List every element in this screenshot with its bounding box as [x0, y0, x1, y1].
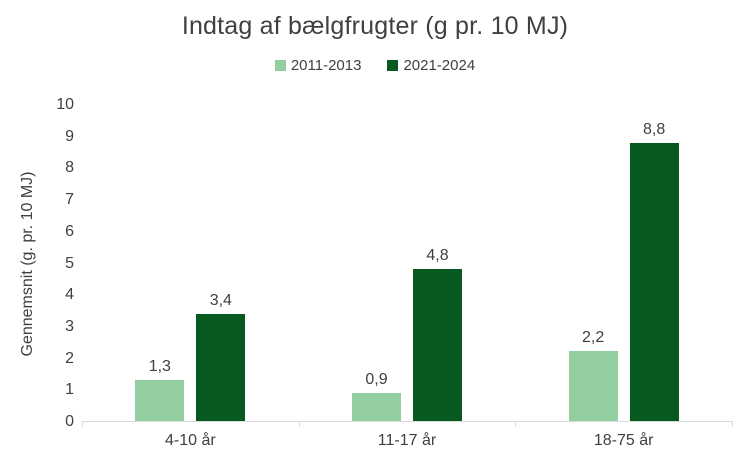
- y-tick-label-6: 6: [65, 222, 74, 240]
- legend-swatch-icon: [274, 60, 286, 71]
- y-tick-label-10: 10: [56, 96, 74, 113]
- plot-area: 1,3 3,4 0,9 4,8 2,2 8,8: [82, 105, 733, 427]
- y-axis-tick-labels: 0 1 2 3 4 5 6 7 8 9 10: [0, 96, 74, 430]
- data-label-2011-2013-18-75 år: 2,2: [582, 329, 605, 347]
- legend-swatch-icon: [387, 60, 399, 71]
- bar-column: 2,2: [568, 105, 618, 421]
- y-tick-label-4: 4: [65, 286, 74, 304]
- legend-label: 2011-2013: [290, 57, 362, 74]
- y-tick-label-0: 0: [65, 413, 74, 430]
- bar-2021-2024-11-17 år: [412, 269, 462, 421]
- x-axis-category-labels: 4-10 år 11-17 år 18-75 år: [82, 432, 732, 450]
- legend-label: 2021-2024: [403, 57, 476, 74]
- x-category-label-11-17 år: 11-17 år: [377, 432, 437, 449]
- bar-2011-2013-18-75 år: [568, 351, 618, 421]
- bar-column: 0,9: [351, 105, 401, 421]
- bar-group-18-75 år: 2,2 8,8: [515, 105, 732, 421]
- data-label-2021-2024-4-10 år: 3,4: [209, 291, 232, 309]
- bar-column: 8,8: [629, 105, 679, 421]
- x-category-label-18-75 år: 18-75 år: [593, 432, 654, 449]
- y-tick-label-5: 5: [65, 254, 74, 272]
- bar-2011-2013-11-17 år: [351, 392, 401, 421]
- chart-title: Indtag af bælgfrugter (g pr. 10 MJ): [181, 12, 569, 40]
- bar-group-4-10 år: 1,3 3,4: [82, 105, 299, 421]
- x-axis-tick-mark: [82, 421, 83, 427]
- bar-column: 1,3: [135, 105, 185, 421]
- y-tick-label-1: 1: [65, 381, 74, 399]
- bar-group-11-17 år: 0,9 4,8: [299, 105, 516, 421]
- y-tick-label-3: 3: [65, 317, 74, 335]
- x-axis-tick-mark: [515, 421, 517, 427]
- y-tick-label-9: 9: [65, 127, 74, 145]
- bar-2021-2024-18-75 år: [629, 142, 679, 421]
- x-axis-tick-mark: [732, 421, 733, 427]
- legend-item-2021-2024: 2021-2024: [387, 57, 475, 74]
- y-tick-label-2: 2: [65, 349, 74, 367]
- bar-column: 4,8: [412, 105, 462, 421]
- y-tick-label-7: 7: [65, 191, 74, 209]
- chart-legend: 2011-2013 2021-2024: [0, 57, 750, 74]
- data-label-2011-2013-4-10 år: 1,3: [148, 357, 171, 375]
- y-tick-label-8: 8: [65, 159, 74, 177]
- bar-2011-2013-4-10 år: [135, 379, 185, 421]
- data-label-2021-2024-18-75 år: 8,8: [643, 120, 666, 138]
- data-label-2011-2013-11-17 år: 0,9: [365, 370, 388, 388]
- x-axis-tick-mark: [298, 421, 300, 427]
- legend-item-2011-2013: 2011-2013: [274, 57, 362, 74]
- bar-2021-2024-4-10 år: [196, 313, 246, 421]
- bar-column: 3,4: [196, 105, 246, 421]
- data-label-2021-2024-11-17 år: 4,8: [426, 247, 449, 265]
- x-category-label-4-10 år: 4-10 år: [164, 432, 216, 449]
